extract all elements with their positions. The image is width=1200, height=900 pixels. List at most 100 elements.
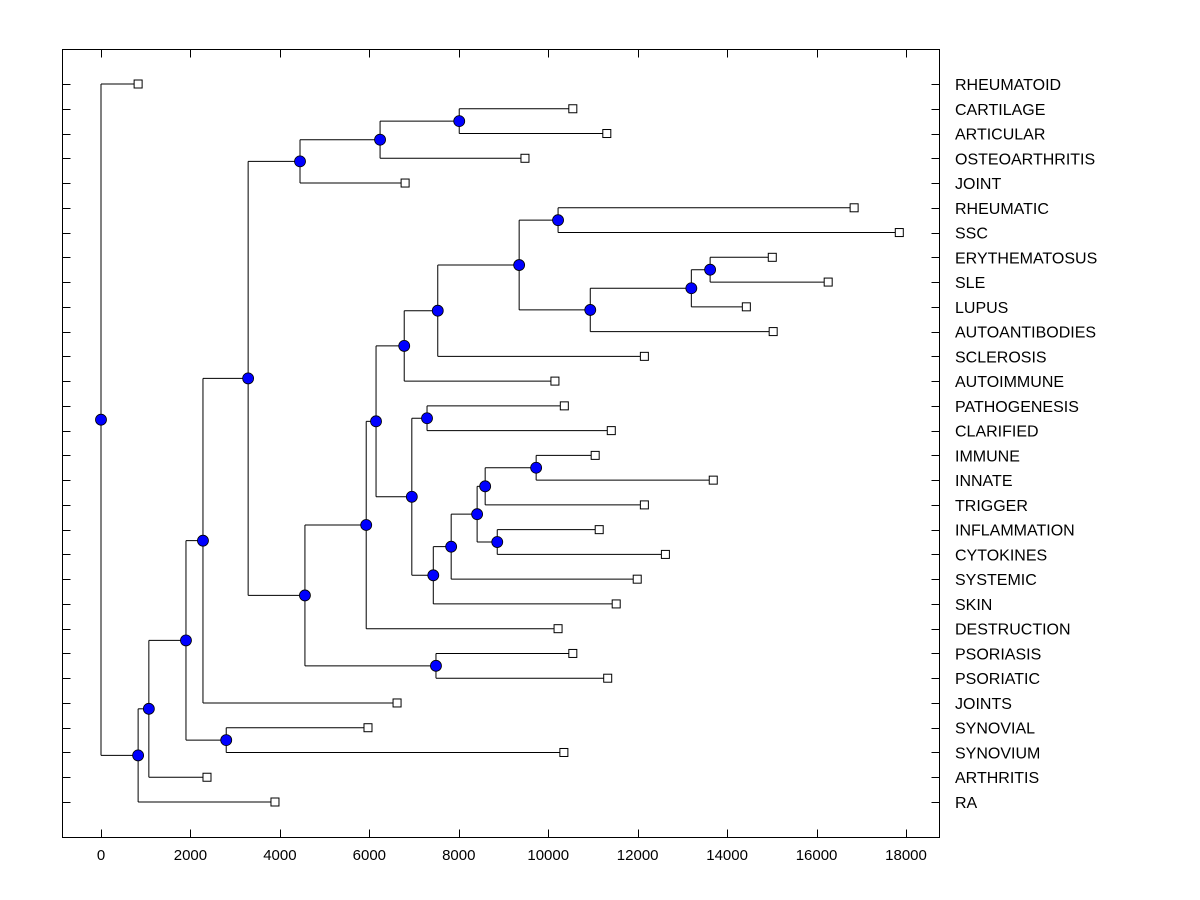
leaf-marker — [660, 549, 670, 559]
merge-node — [453, 115, 466, 128]
x-tick-label: 0 — [97, 847, 105, 864]
leaf-label: RHEUMATOID — [955, 77, 1061, 94]
leaf-label: RHEUMATIC — [955, 201, 1049, 218]
leaf-labels: RHEUMATOID CARTILAGE ARTICULAR OSTEOARTHRIT… — [955, 77, 1097, 812]
merge-node — [445, 540, 458, 553]
leaf-marker — [708, 475, 718, 485]
merge-node — [374, 133, 386, 146]
leaf-marker — [767, 252, 777, 262]
merge-node — [197, 534, 209, 547]
leaf-marker — [553, 624, 563, 634]
leaf-label: ERYTHEMATOSUS — [955, 250, 1097, 267]
leaf-marker — [894, 228, 904, 238]
edges — [100, 83, 900, 803]
leaf-marker — [559, 401, 569, 411]
leaf-marker — [741, 302, 751, 312]
leaf-marker — [400, 178, 410, 188]
x-tick-label: 14000 — [706, 847, 748, 864]
leaf-marker — [550, 376, 560, 386]
leaf-label: TRIGGER — [955, 498, 1028, 515]
leaf-label: INFLAMMATION — [955, 523, 1075, 540]
leaf-marker — [849, 203, 859, 213]
merge-node — [294, 155, 306, 168]
x-tick-label: 8000 — [442, 847, 475, 864]
merge-node — [398, 339, 411, 352]
merge-nodes — [95, 115, 717, 762]
leaf-label: CARTILAGE — [955, 102, 1045, 119]
x-axis: 0 2000 4000 6000 8000 10000 12000 14000 16000 180… — [97, 49, 927, 864]
merge-node — [220, 734, 233, 747]
leaf-label: AUTOANTIBODIES — [955, 325, 1096, 342]
leaf-marker — [768, 327, 778, 337]
leaf-label: SCLEROSIS — [955, 349, 1047, 366]
merge-node — [405, 490, 418, 503]
merge-node — [704, 263, 717, 276]
leaf-label: ARTHRITIS — [955, 770, 1039, 787]
leaf-label: SYNOVIUM — [955, 745, 1040, 762]
leaf-label: JOINT — [955, 176, 1001, 193]
x-tick-label: 18000 — [885, 847, 927, 864]
merge-node — [421, 412, 433, 425]
leaf-label: RA — [955, 795, 978, 812]
merge-node — [471, 508, 484, 521]
merge-node — [132, 749, 145, 762]
merge-node — [299, 589, 311, 602]
leaf-label: PATHOGENESIS — [955, 399, 1079, 416]
merge-node — [430, 659, 442, 672]
merge-node — [431, 304, 444, 317]
plot-frame — [62, 49, 940, 838]
leaf-label: DESTRUCTION — [955, 622, 1071, 639]
merge-node — [552, 214, 564, 227]
x-tick-label: 16000 — [796, 847, 838, 864]
leaf-marker — [133, 79, 143, 89]
leaf-marker — [590, 450, 600, 460]
leaf-label: OSTEOARTHRITIS — [955, 151, 1095, 168]
leaf-label: SYNOVIAL — [955, 721, 1035, 738]
merge-node — [685, 282, 698, 295]
leaf-marker — [632, 574, 642, 584]
leaf-marker — [202, 772, 212, 782]
merge-node — [370, 415, 382, 428]
leaf-label: SKIN — [955, 597, 992, 614]
leaf-label: SSC — [955, 226, 988, 243]
leaf-marker — [559, 747, 569, 757]
merge-node — [180, 634, 192, 647]
leaf-marker — [639, 351, 649, 361]
leaf-label: PSORIASIS — [955, 646, 1041, 663]
leaf-label: CYTOKINES — [955, 547, 1047, 564]
x-tick-label: 2000 — [174, 847, 207, 864]
leaf-marker — [639, 500, 649, 510]
leaf-marker — [568, 104, 578, 114]
merge-node — [491, 536, 504, 548]
merge-node — [142, 702, 155, 715]
leaf-marker — [568, 648, 578, 658]
x-tick-label: 12000 — [617, 847, 659, 864]
leaf-marker — [611, 599, 621, 609]
merge-node — [584, 304, 597, 316]
leaf-label: PSORIATIC — [955, 671, 1040, 688]
leaf-label: CLARIFIED — [955, 424, 1039, 441]
y-axis — [62, 84, 940, 803]
leaf-marker — [520, 153, 530, 163]
leaf-label: SLE — [955, 275, 985, 292]
leaf-label: AUTOIMMUNE — [955, 374, 1064, 391]
x-tick-label: 6000 — [353, 847, 386, 864]
merge-node — [530, 461, 543, 474]
leaf-label: SYSTEMIC — [955, 572, 1037, 589]
leaf-marker — [603, 673, 613, 683]
leaf-marker — [594, 525, 604, 535]
merge-node — [95, 413, 107, 426]
leaf-label: JOINTS — [955, 696, 1012, 713]
leaf-marker — [602, 129, 612, 139]
merge-node — [360, 519, 373, 531]
leaf-marker — [363, 723, 373, 733]
merge-node — [513, 259, 526, 271]
merge-node — [242, 372, 255, 385]
leaf-marker — [823, 277, 833, 287]
leaf-marker — [270, 797, 280, 807]
leaf-label: LUPUS — [955, 300, 1008, 317]
leaves — [133, 79, 904, 807]
leaf-label: IMMUNE — [955, 448, 1020, 465]
merge-node — [427, 569, 440, 582]
